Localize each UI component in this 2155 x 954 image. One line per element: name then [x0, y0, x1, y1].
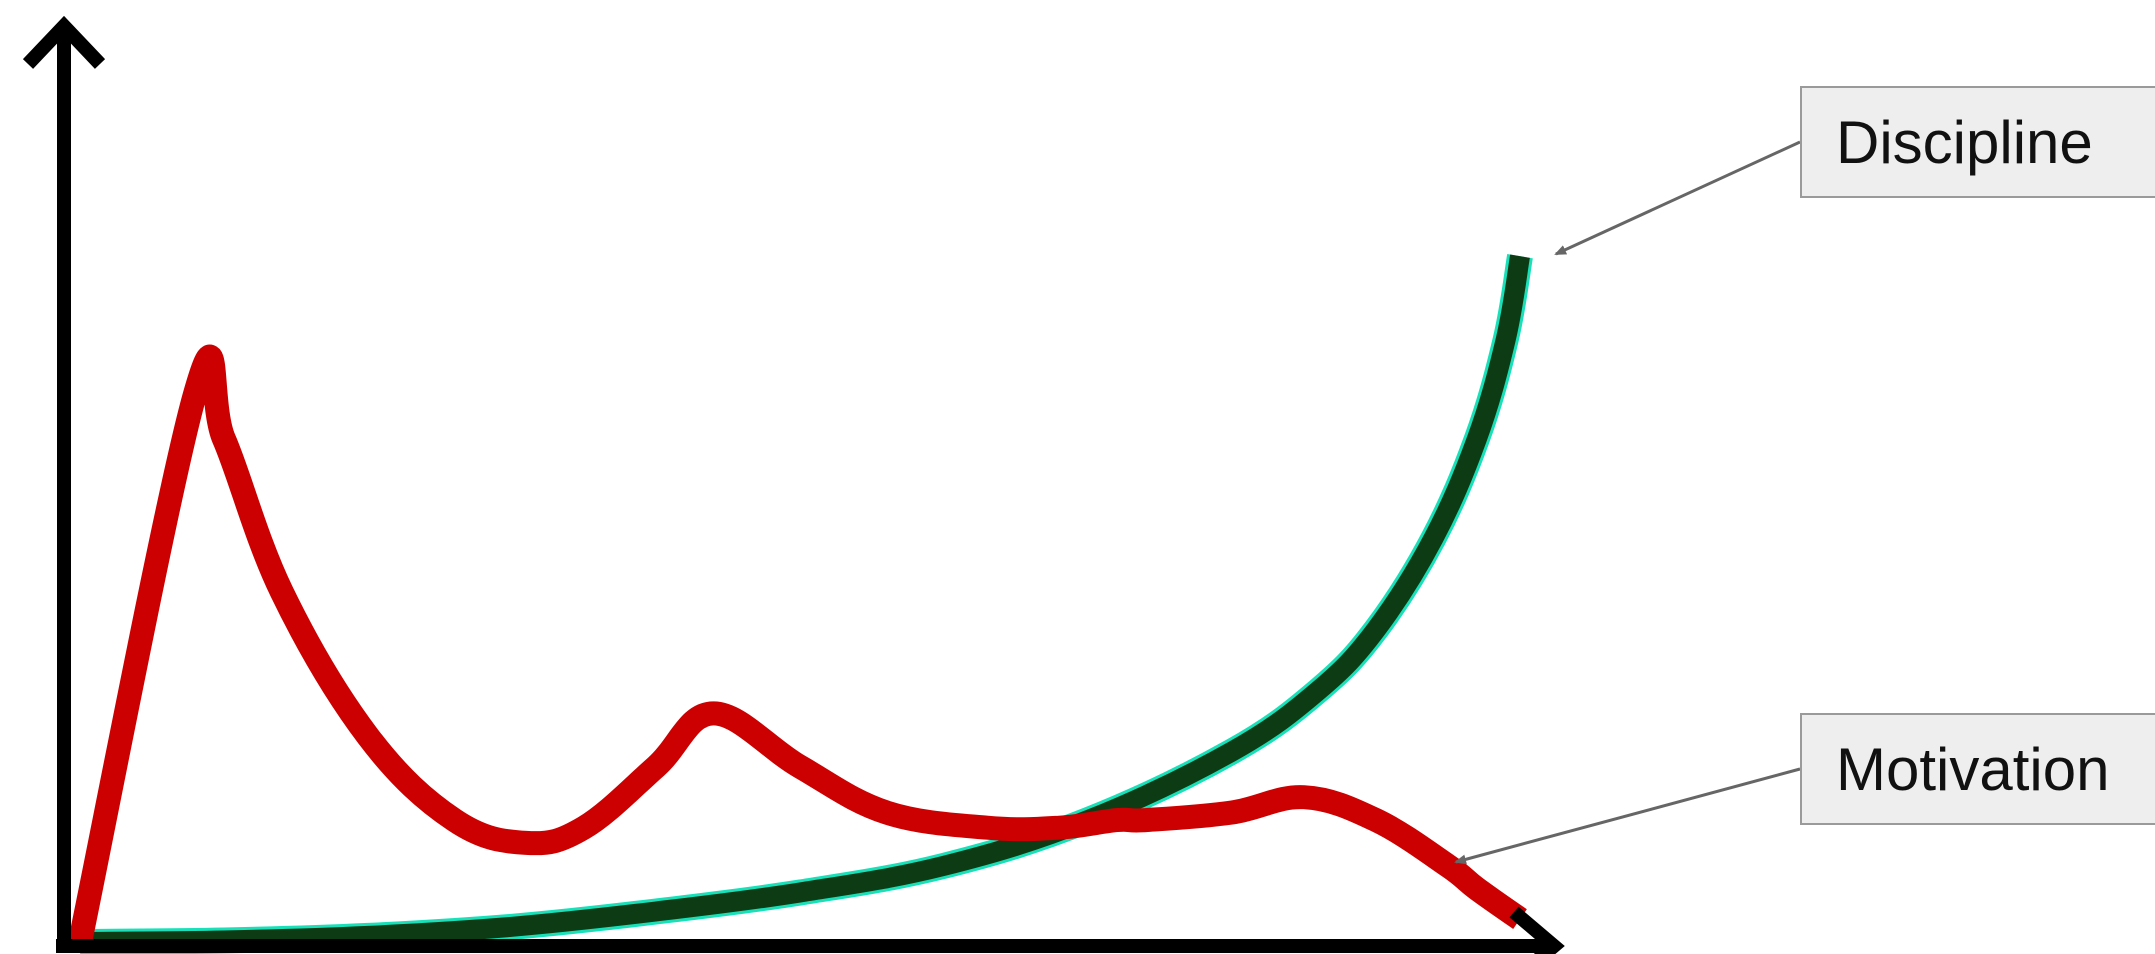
- motivation-leader-arrow: [1454, 767, 1801, 865]
- discipline-series-line: [79, 254, 1530, 952]
- motivation-series-line: [68, 344, 1527, 945]
- discipline-label: Discipline: [1836, 108, 2093, 176]
- discipline-label-box: Discipline: [1800, 86, 2155, 198]
- discipline-leader-arrow: [1554, 140, 1801, 256]
- x-axis-arrowhead: [1509, 906, 1565, 954]
- y-axis-arrowhead: [22, 15, 106, 69]
- motivation-label-box: Motivation: [1800, 713, 2155, 825]
- plot-area: [68, 253, 1533, 954]
- motivation-label: Motivation: [1836, 735, 2110, 803]
